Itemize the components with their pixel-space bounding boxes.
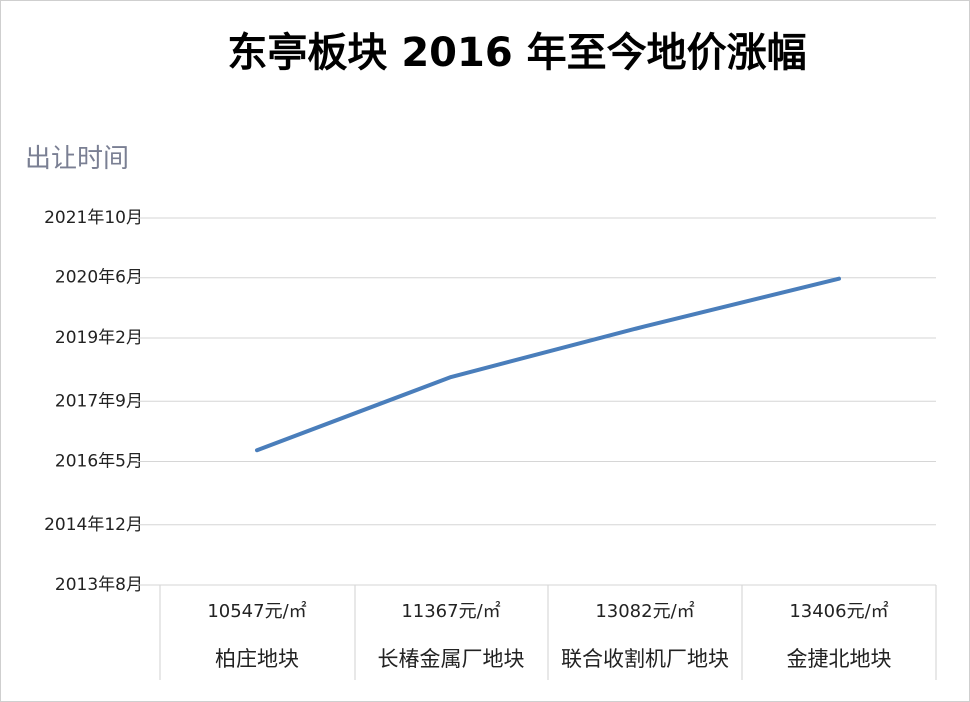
x-tick-label: 长椿金属厂地块 (378, 647, 525, 671)
x-tick-price: 13406元/㎡ (789, 600, 888, 622)
data-line (255, 276, 841, 453)
y-tick-label: 2017年9月 (55, 391, 143, 411)
y-tick-label: 2016年5月 (55, 451, 143, 471)
category-box (159, 585, 937, 680)
y-tick-label: 2014年12月 (44, 515, 143, 535)
x-tick-label: 柏庄地块 (215, 647, 299, 671)
x-tick-label: 金捷北地块 (787, 647, 892, 671)
x-tick-price: 13082元/㎡ (595, 600, 694, 622)
x-tick-price: 11367元/㎡ (401, 600, 500, 622)
y-tick-label: 2013年8月 (55, 575, 143, 595)
x-tick-price: 10547元/㎡ (207, 600, 306, 622)
y-axis-label: 出让时间 (25, 144, 129, 174)
chart-title: 东亭板块 2016 年至今地价涨幅 (227, 30, 806, 76)
x-tick-label: 联合收割机厂地块 (561, 647, 729, 671)
y-tick-label: 2020年6月 (55, 268, 143, 288)
y-tick-label: 2019年2月 (55, 328, 143, 348)
y-tick-label: 2021年10月 (44, 208, 143, 228)
